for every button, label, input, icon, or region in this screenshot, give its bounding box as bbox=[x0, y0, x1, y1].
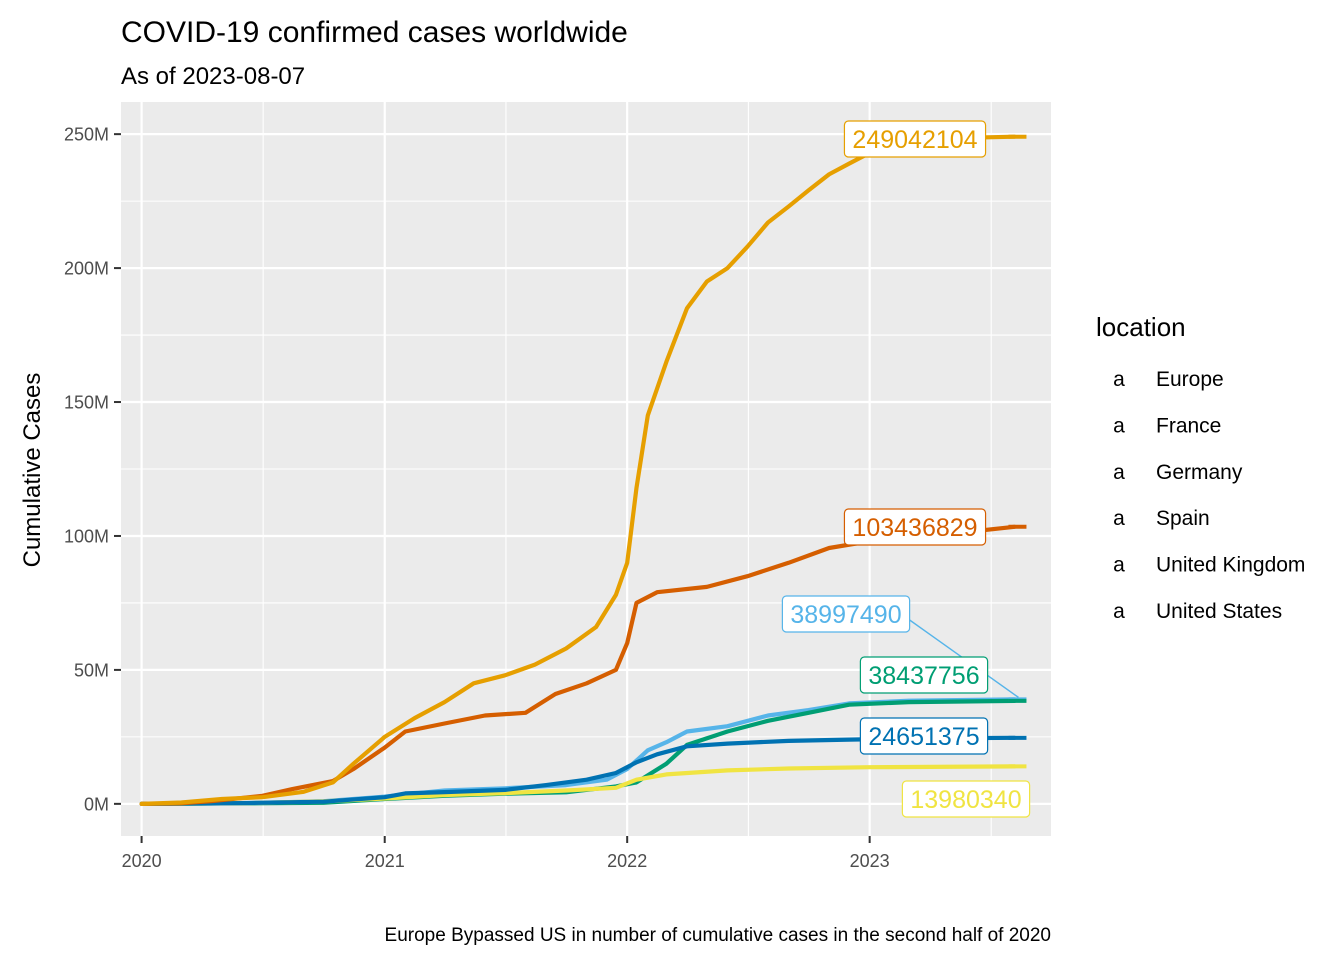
y-tick-label: 50M bbox=[74, 660, 109, 680]
end-label-box-europe bbox=[843, 120, 987, 158]
legend-label-spain: Spain bbox=[1156, 507, 1210, 530]
x-tick-label: 2021 bbox=[365, 851, 405, 871]
end-label-box-united-kingdom bbox=[859, 717, 989, 755]
end-label-united-kingdom: 24651375 bbox=[859, 717, 989, 755]
end-label-europe: 249042104 bbox=[843, 120, 987, 158]
end-label-text-spain: 13980340 bbox=[910, 786, 1021, 814]
x-tick-label: 2020 bbox=[122, 851, 162, 871]
x-tick-label: 2022 bbox=[607, 851, 647, 871]
y-axis: 0M 50M 100M 150M 200M 250M bbox=[64, 125, 121, 814]
legend-label-united-states: United States bbox=[1156, 600, 1282, 623]
series-line-united-kingdom bbox=[139, 735, 1017, 806]
legend-label-united-kingdom: United Kingdom bbox=[1156, 554, 1305, 577]
series-line-united-states bbox=[139, 524, 1017, 806]
end-label-united-states: 103436829 bbox=[843, 508, 987, 546]
end-label-box-spain bbox=[901, 780, 1031, 818]
legend-title: location bbox=[1096, 312, 1186, 342]
chart-title: COVID-19 confirmed cases worldwide bbox=[121, 16, 628, 49]
x-axis: 2020 2021 2022 2023 bbox=[122, 836, 890, 871]
legend-key-france: a bbox=[1113, 414, 1125, 437]
end-label-text-united-states: 103436829 bbox=[852, 514, 977, 542]
y-axis-title: Cumulative Cases bbox=[19, 373, 46, 568]
end-label-box-germany bbox=[859, 656, 989, 694]
chart-caption: Europe Bypassed US in number of cumulati… bbox=[385, 925, 1051, 946]
series-lines bbox=[139, 134, 1017, 806]
y-tick-label: 0M bbox=[84, 794, 109, 814]
y-tick-label: 200M bbox=[64, 259, 109, 279]
y-tick-label: 100M bbox=[64, 526, 109, 546]
end-label-france: 38997490 bbox=[781, 595, 1019, 698]
legend-key-germany: a bbox=[1113, 461, 1125, 484]
end-label-text-united-kingdom: 24651375 bbox=[868, 723, 979, 751]
x-tick-label: 2023 bbox=[850, 851, 890, 871]
end-label-box-france bbox=[781, 595, 911, 633]
y-tick-label: 250M bbox=[64, 125, 109, 145]
end-label-spain: 13980340 bbox=[901, 780, 1031, 818]
end-label-text-europe: 249042104 bbox=[852, 126, 977, 154]
end-labels: 249042104 38997490 38437756 13980340 2465137… bbox=[781, 120, 1031, 818]
end-label-box-united-states bbox=[843, 508, 987, 546]
legend-label-france: France bbox=[1156, 414, 1221, 437]
chart-subtitle: As of 2023-08-07 bbox=[121, 63, 305, 90]
legend-key-united-kingdom: a bbox=[1113, 554, 1125, 577]
legend-key-united-states: a bbox=[1113, 600, 1125, 623]
legend-key-spain: a bbox=[1113, 507, 1125, 530]
end-label-text-france: 38997490 bbox=[790, 601, 901, 629]
y-tick-label: 150M bbox=[64, 393, 109, 413]
legend: location a Europe a France a Germany a Spain a Un… bbox=[1096, 312, 1305, 623]
end-label-germany: 38437756 bbox=[859, 656, 989, 694]
legend-label-germany: Germany bbox=[1156, 461, 1243, 484]
legend-label-europe: Europe bbox=[1156, 368, 1224, 391]
series-line-europe bbox=[139, 134, 1017, 806]
end-label-text-germany: 38437756 bbox=[868, 662, 979, 690]
legend-key-europe: a bbox=[1113, 368, 1125, 391]
